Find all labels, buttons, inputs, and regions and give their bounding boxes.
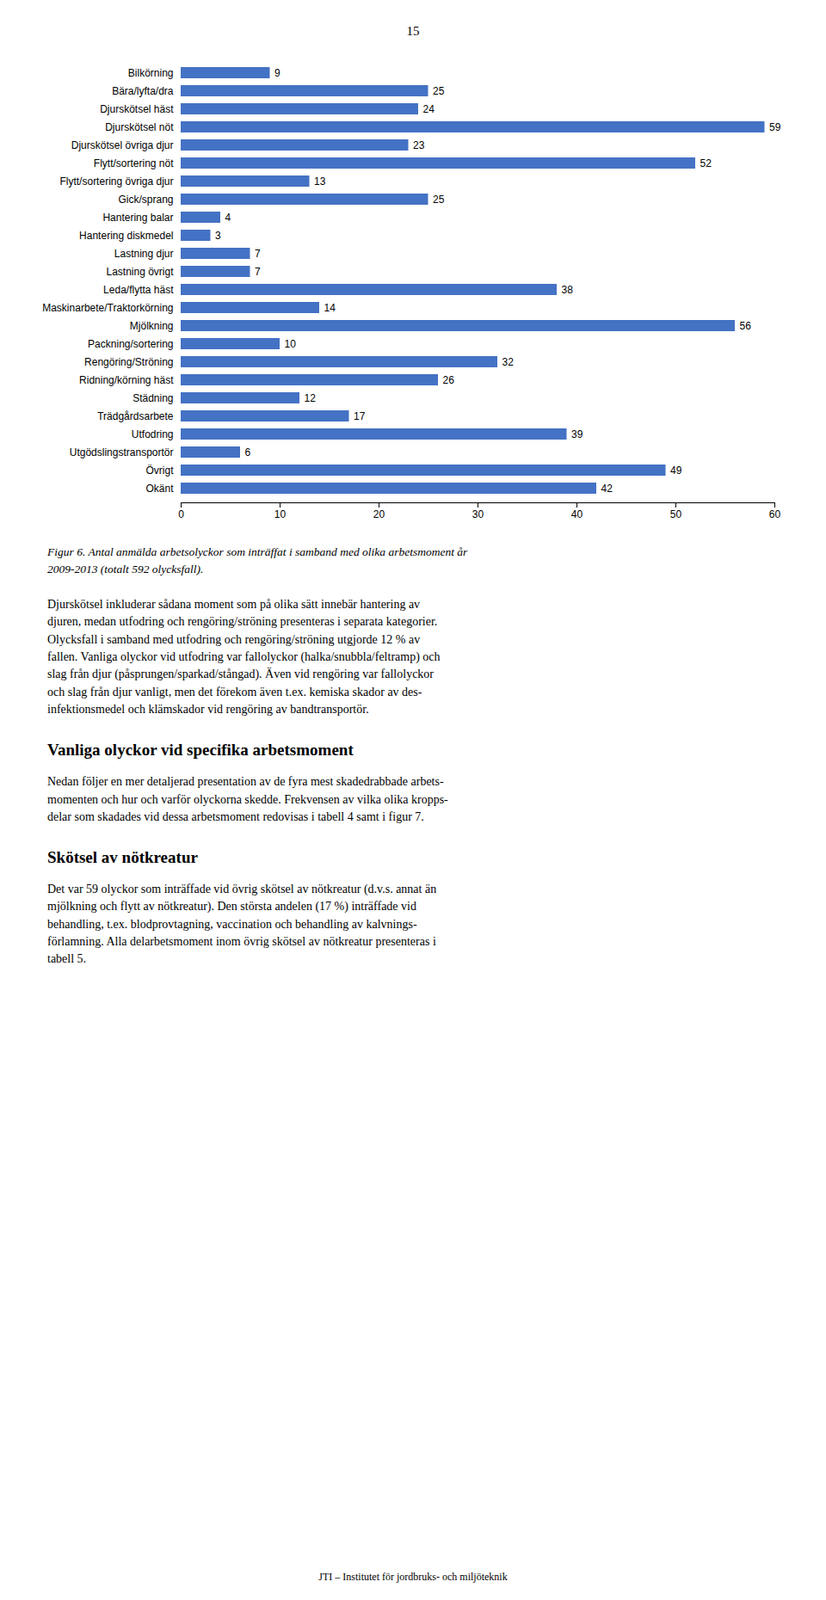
- svg-text:0: 0: [178, 508, 185, 521]
- svg-text:Ridning/körning häst: Ridning/körning häst: [79, 374, 174, 387]
- svg-text:23: 23: [413, 139, 426, 152]
- svg-text:9: 9: [274, 67, 281, 80]
- svg-text:Flytt/sortering nöt: Flytt/sortering nöt: [93, 157, 174, 170]
- svg-text:3: 3: [215, 229, 222, 242]
- html-text:Djurskötsel inkluderar sådana: Djurskötsel inkluderar sådana moment som…: [47, 598, 441, 716]
- svg-text:Gick/sprang: Gick/sprang: [117, 193, 173, 206]
- svg-text:6: 6: [245, 446, 252, 459]
- svg-text:10: 10: [274, 508, 287, 521]
- svg-text:40: 40: [571, 508, 584, 521]
- svg-text:Bära/lyfta/dra: Bära/lyfta/dra: [111, 85, 174, 98]
- svg-text:Maskinarbete/Traktorkörning: Maskinarbete/Traktorkörning: [42, 302, 173, 315]
- svg-text:Hantering diskmedel: Hantering diskmedel: [79, 229, 173, 242]
- svg-text:25: 25: [432, 193, 445, 206]
- svg-text:24: 24: [423, 103, 436, 116]
- svg-text:7: 7: [254, 265, 261, 278]
- svg-text:32: 32: [502, 356, 515, 369]
- svg-text:56: 56: [739, 320, 753, 333]
- svg-text:Städning: Städning: [132, 392, 173, 405]
- svg-text:20: 20: [373, 508, 386, 521]
- svg-text:Utfodring: Utfodring: [131, 428, 174, 441]
- svg-text:25: 25: [432, 85, 445, 98]
- svg-text:42: 42: [601, 482, 614, 495]
- svg-text:Djurskötsel nöt: Djurskötsel nöt: [104, 121, 174, 134]
- svg-text:Utgödslingstransportör: Utgödslingstransportör: [69, 446, 174, 459]
- svg-text:49: 49: [670, 464, 683, 477]
- svg-text:Mjölkning: Mjölkning: [129, 320, 174, 333]
- svg-text:Flytt/sortering övriga djur: Flytt/sortering övriga djur: [59, 175, 173, 188]
- svg-text:52: 52: [700, 157, 713, 170]
- svg-text:Rengöring/Ströning: Rengöring/Ströning: [84, 356, 173, 369]
- svg-text:Djurskötsel övriga djur: Djurskötsel övriga djur: [71, 139, 174, 152]
- svg-text:39: 39: [571, 428, 584, 441]
- svg-text:38: 38: [561, 283, 574, 296]
- svg-text:Lastning djur: Lastning djur: [114, 247, 174, 260]
- html-text:Det var 59 olyckor som inträff: Det var 59 olyckor som inträffade vid öv…: [47, 882, 437, 966]
- html-text:15: 15: [406, 24, 420, 38]
- svg-text:26: 26: [443, 374, 456, 387]
- svg-text:Lastning övrigt: Lastning övrigt: [105, 265, 174, 278]
- svg-text:Trädgårdsarbete: Trädgårdsarbete: [97, 410, 174, 423]
- svg-text:Okänt: Okänt: [145, 482, 174, 495]
- svg-text:17: 17: [353, 410, 366, 423]
- svg-text:4: 4: [225, 211, 232, 224]
- svg-text:10: 10: [284, 338, 297, 351]
- svg-text:14: 14: [324, 302, 337, 315]
- html-text:Skötsel av nötkreatur: Skötsel av nötkreatur: [47, 848, 198, 867]
- svg-text:Hantering balar: Hantering balar: [102, 211, 173, 224]
- svg-text:7: 7: [254, 247, 261, 260]
- html-text:JTI – Institutet för jordbruks: JTI – Institutet för jordbruks- och milj…: [318, 1571, 508, 1584]
- svg-text:50: 50: [670, 508, 683, 521]
- svg-text:Packning/sortering: Packning/sortering: [87, 338, 173, 351]
- svg-text:30: 30: [472, 508, 485, 521]
- svg-text:13: 13: [314, 175, 327, 188]
- svg-text:60: 60: [769, 508, 782, 521]
- svg-text:Övrigt: Övrigt: [145, 464, 174, 477]
- svg-text:Leda/flytta häst: Leda/flytta häst: [103, 283, 174, 296]
- html-text:Figur 6. Antal anmälda arbetso: Figur 6. Antal anmälda arbetsolyckor som…: [47, 545, 468, 576]
- svg-text:59: 59: [769, 121, 782, 134]
- html-text:Vanliga olyckor vid specifika: Vanliga olyckor vid specifika arbetsmome…: [47, 740, 354, 760]
- svg-text:Djurskötsel häst: Djurskötsel häst: [99, 103, 174, 116]
- svg-text:12: 12: [304, 392, 317, 405]
- svg-text:Bilkörning: Bilkörning: [128, 67, 174, 80]
- html-text:Nedan följer en mer detaljerad: Nedan följer en mer detaljerad presentat…: [47, 775, 449, 824]
